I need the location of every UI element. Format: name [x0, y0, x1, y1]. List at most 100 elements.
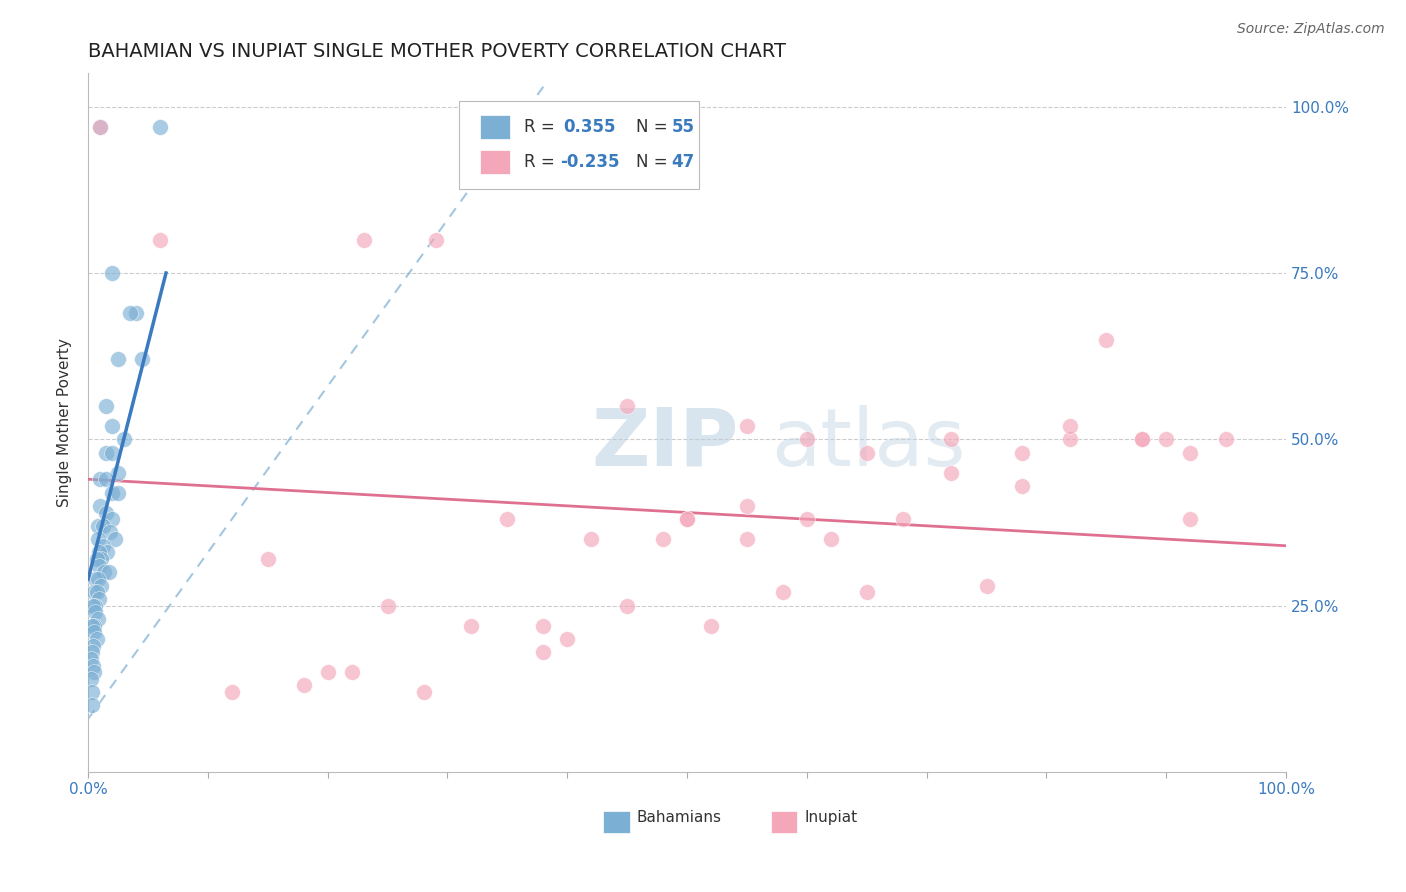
- Point: [101, 485, 124, 500]
- Point: [221, 685, 243, 699]
- Text: 47: 47: [672, 153, 695, 171]
- Point: [94, 472, 117, 486]
- Point: [796, 512, 818, 526]
- Point: [1095, 333, 1118, 347]
- Text: Bahamians: Bahamians: [637, 810, 721, 825]
- Point: [1154, 433, 1177, 447]
- Point: [425, 233, 447, 247]
- Point: [101, 512, 124, 526]
- Point: [80, 685, 103, 699]
- Bar: [603, 811, 630, 833]
- Point: [149, 120, 172, 134]
- Point: [1059, 419, 1081, 434]
- Text: 55: 55: [672, 119, 695, 136]
- Point: [80, 698, 103, 713]
- Point: [101, 266, 124, 280]
- Point: [976, 579, 998, 593]
- Point: [555, 632, 578, 646]
- Point: [412, 685, 434, 699]
- Point: [79, 652, 101, 666]
- Point: [82, 658, 104, 673]
- Point: [101, 445, 124, 459]
- Point: [101, 419, 124, 434]
- Point: [891, 512, 914, 526]
- Point: [89, 499, 111, 513]
- Point: [82, 599, 104, 613]
- Text: ZIP: ZIP: [592, 405, 738, 483]
- Point: [89, 120, 111, 134]
- Point: [131, 352, 153, 367]
- Point: [80, 618, 103, 632]
- Point: [377, 599, 399, 613]
- Point: [79, 672, 101, 686]
- Point: [107, 352, 129, 367]
- Point: [87, 612, 110, 626]
- Text: Inupiat: Inupiat: [804, 810, 858, 825]
- Bar: [479, 115, 510, 139]
- Point: [531, 645, 554, 659]
- Point: [83, 618, 105, 632]
- Point: [90, 579, 112, 593]
- Point: [256, 552, 278, 566]
- Text: N =: N =: [636, 119, 668, 136]
- Point: [1130, 433, 1153, 447]
- Point: [91, 518, 114, 533]
- Point: [107, 485, 129, 500]
- Point: [86, 632, 108, 646]
- Point: [939, 466, 962, 480]
- Point: [87, 572, 110, 586]
- Point: [1215, 433, 1237, 447]
- Point: [496, 512, 519, 526]
- Point: [316, 665, 339, 680]
- Text: -0.235: -0.235: [560, 153, 620, 171]
- Point: [97, 566, 120, 580]
- Point: [149, 233, 172, 247]
- Point: [1178, 445, 1201, 459]
- Point: [84, 572, 107, 586]
- Point: [86, 552, 108, 566]
- Point: [676, 512, 699, 526]
- Point: [84, 599, 107, 613]
- Point: [1130, 433, 1153, 447]
- Point: [80, 645, 103, 659]
- Point: [107, 466, 129, 480]
- Point: [581, 532, 603, 546]
- Point: [1059, 433, 1081, 447]
- Point: [1178, 512, 1201, 526]
- Point: [735, 419, 758, 434]
- Text: R =: R =: [524, 119, 560, 136]
- Point: [652, 532, 675, 546]
- Text: atlas: atlas: [770, 405, 966, 483]
- Text: Source: ZipAtlas.com: Source: ZipAtlas.com: [1237, 22, 1385, 37]
- Point: [98, 525, 121, 540]
- Point: [87, 532, 110, 546]
- Point: [820, 532, 842, 546]
- Text: 0.355: 0.355: [564, 119, 616, 136]
- Point: [1011, 479, 1033, 493]
- FancyBboxPatch shape: [460, 102, 699, 189]
- Point: [125, 306, 148, 320]
- Point: [772, 585, 794, 599]
- Point: [103, 532, 125, 546]
- Point: [700, 618, 723, 632]
- Point: [353, 233, 375, 247]
- Bar: [770, 811, 797, 833]
- Text: BAHAMIAN VS INUPIAT SINGLE MOTHER POVERTY CORRELATION CHART: BAHAMIAN VS INUPIAT SINGLE MOTHER POVERT…: [89, 42, 786, 61]
- Text: R =: R =: [524, 153, 555, 171]
- Point: [616, 599, 638, 613]
- Point: [292, 678, 315, 692]
- Point: [796, 433, 818, 447]
- Point: [120, 306, 142, 320]
- Point: [87, 545, 110, 559]
- Point: [616, 399, 638, 413]
- Point: [83, 625, 105, 640]
- Point: [676, 512, 699, 526]
- Point: [89, 472, 111, 486]
- Point: [83, 665, 105, 680]
- Point: [82, 639, 104, 653]
- Point: [939, 433, 962, 447]
- Point: [112, 433, 135, 447]
- Y-axis label: Single Mother Poverty: Single Mother Poverty: [58, 338, 72, 508]
- Point: [94, 506, 117, 520]
- Point: [96, 545, 118, 559]
